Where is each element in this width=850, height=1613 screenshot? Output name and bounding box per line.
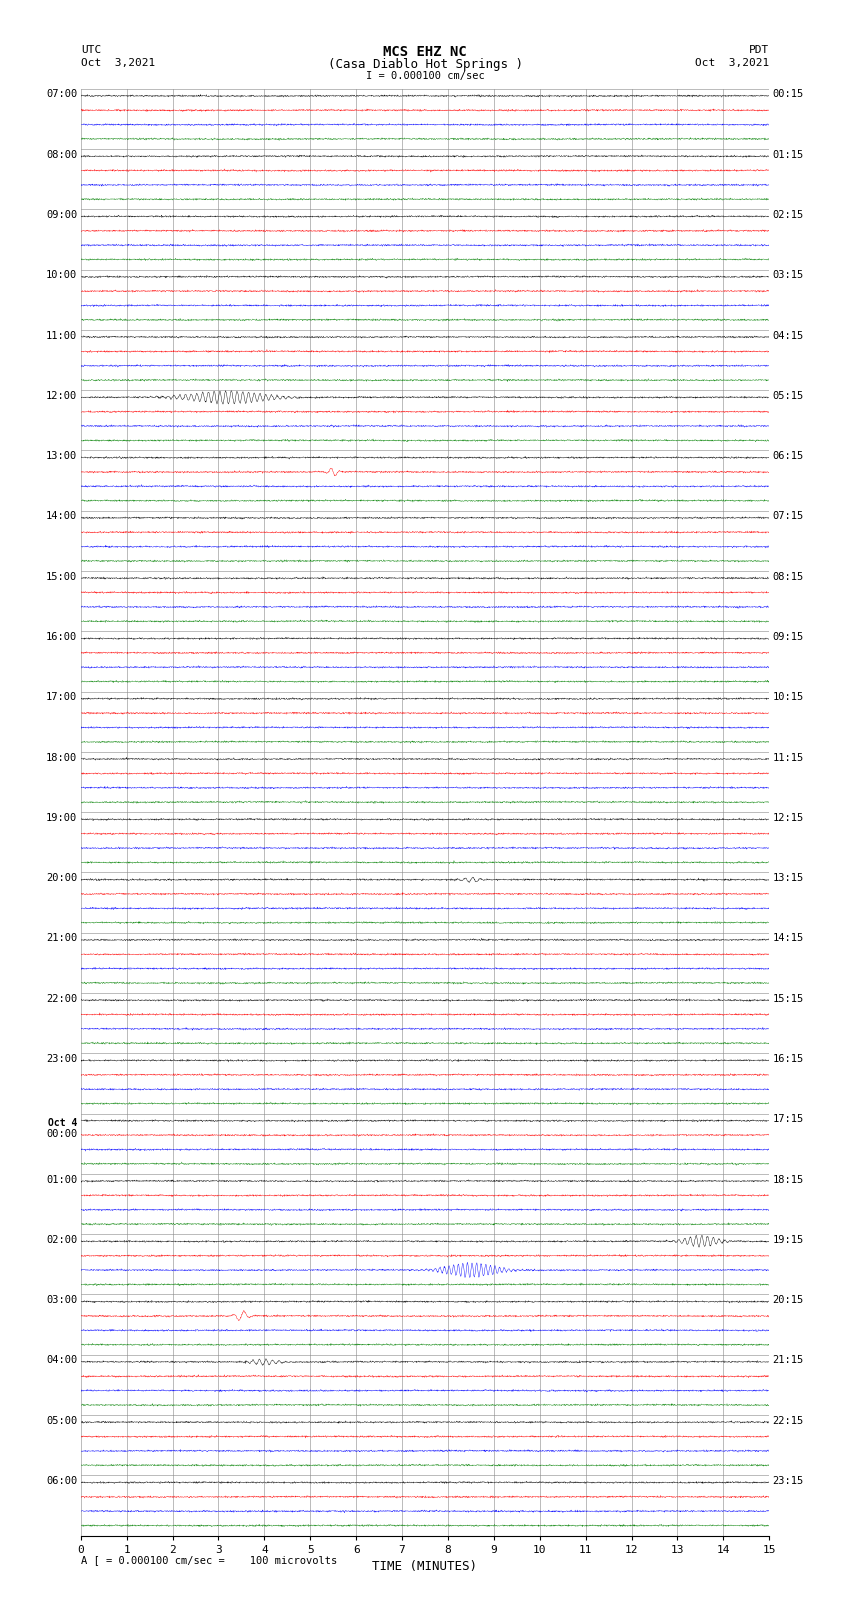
Text: 18:15: 18:15 (773, 1174, 804, 1184)
Text: 02:00: 02:00 (46, 1236, 77, 1245)
Text: (Casa Diablo Hot Springs ): (Casa Diablo Hot Springs ) (327, 58, 523, 71)
Text: 01:00: 01:00 (46, 1174, 77, 1184)
Text: 14:15: 14:15 (773, 934, 804, 944)
Text: 13:00: 13:00 (46, 452, 77, 461)
Text: 02:15: 02:15 (773, 210, 804, 219)
Text: 23:00: 23:00 (46, 1053, 77, 1065)
Text: 05:15: 05:15 (773, 390, 804, 402)
Text: 14:00: 14:00 (46, 511, 77, 521)
Text: 18:00: 18:00 (46, 753, 77, 763)
Text: 07:00: 07:00 (46, 89, 77, 100)
Text: 15:15: 15:15 (773, 994, 804, 1003)
Text: 16:00: 16:00 (46, 632, 77, 642)
Text: A [ = 0.000100 cm/sec =    100 microvolts: A [ = 0.000100 cm/sec = 100 microvolts (81, 1555, 337, 1565)
Text: 22:00: 22:00 (46, 994, 77, 1003)
Text: 23:15: 23:15 (773, 1476, 804, 1486)
Text: 15:00: 15:00 (46, 571, 77, 582)
Text: 17:15: 17:15 (773, 1115, 804, 1124)
Text: 04:15: 04:15 (773, 331, 804, 340)
Text: 21:15: 21:15 (773, 1355, 804, 1366)
Text: Oct  3,2021: Oct 3,2021 (695, 58, 769, 68)
Text: 12:15: 12:15 (773, 813, 804, 823)
Text: 04:00: 04:00 (46, 1355, 77, 1366)
Text: 10:15: 10:15 (773, 692, 804, 702)
Text: 08:15: 08:15 (773, 571, 804, 582)
Text: 16:15: 16:15 (773, 1053, 804, 1065)
Text: 17:00: 17:00 (46, 692, 77, 702)
Text: 19:00: 19:00 (46, 813, 77, 823)
Text: I = 0.000100 cm/sec: I = 0.000100 cm/sec (366, 71, 484, 81)
Text: 09:00: 09:00 (46, 210, 77, 219)
X-axis label: TIME (MINUTES): TIME (MINUTES) (372, 1560, 478, 1573)
Text: 10:00: 10:00 (46, 271, 77, 281)
Text: PDT: PDT (749, 45, 769, 55)
Text: 13:15: 13:15 (773, 873, 804, 884)
Text: 20:00: 20:00 (46, 873, 77, 884)
Text: 01:15: 01:15 (773, 150, 804, 160)
Text: 00:00: 00:00 (46, 1129, 77, 1139)
Text: Oct  3,2021: Oct 3,2021 (81, 58, 155, 68)
Text: Oct 4: Oct 4 (48, 1118, 77, 1127)
Text: 19:15: 19:15 (773, 1236, 804, 1245)
Text: UTC: UTC (81, 45, 101, 55)
Text: 22:15: 22:15 (773, 1416, 804, 1426)
Text: 03:15: 03:15 (773, 271, 804, 281)
Text: 21:00: 21:00 (46, 934, 77, 944)
Text: 20:15: 20:15 (773, 1295, 804, 1305)
Text: 03:00: 03:00 (46, 1295, 77, 1305)
Text: 05:00: 05:00 (46, 1416, 77, 1426)
Text: 11:00: 11:00 (46, 331, 77, 340)
Text: 11:15: 11:15 (773, 753, 804, 763)
Text: 12:00: 12:00 (46, 390, 77, 402)
Text: 00:15: 00:15 (773, 89, 804, 100)
Text: 07:15: 07:15 (773, 511, 804, 521)
Text: 06:00: 06:00 (46, 1476, 77, 1486)
Text: MCS EHZ NC: MCS EHZ NC (383, 45, 467, 60)
Text: 09:15: 09:15 (773, 632, 804, 642)
Text: 08:00: 08:00 (46, 150, 77, 160)
Text: 06:15: 06:15 (773, 452, 804, 461)
